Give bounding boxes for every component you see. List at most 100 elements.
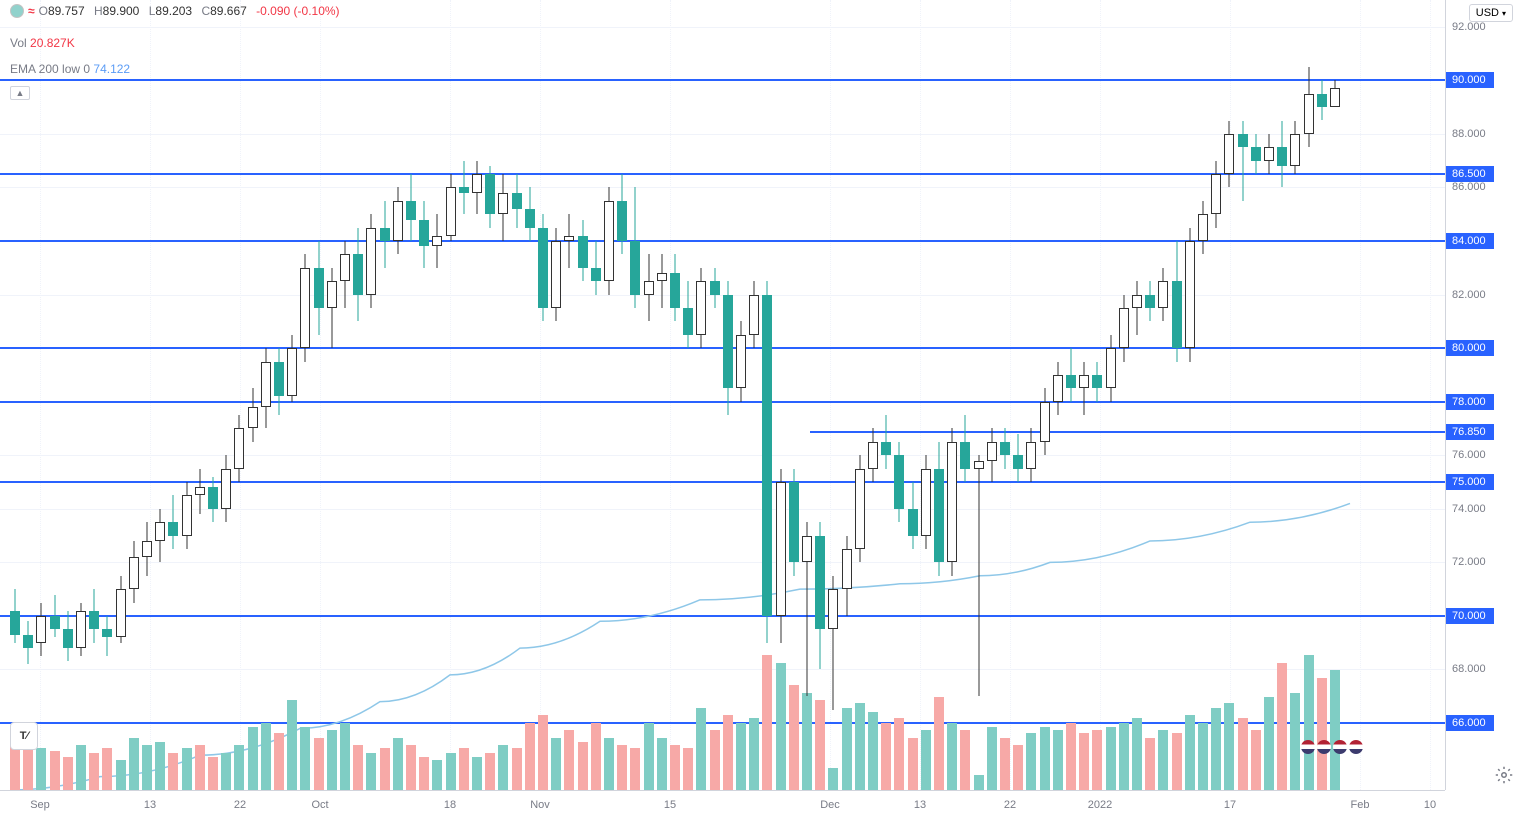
chart-area[interactable]: ≈ O89.757 H89.900 L89.203 C89.667 -0.090… (0, 0, 1445, 790)
price-label[interactable]: 66.000 (1446, 715, 1494, 731)
volume-bar[interactable] (657, 738, 667, 791)
tradingview-logo[interactable]: T⁄ (10, 722, 38, 750)
volume-bar[interactable] (1119, 723, 1129, 791)
price-label[interactable]: 78.000 (1446, 394, 1494, 410)
volume-bar[interactable] (1000, 738, 1010, 791)
volume-bar[interactable] (1198, 723, 1208, 791)
volume-bar[interactable] (234, 745, 244, 790)
price-label[interactable]: 76.850 (1446, 424, 1494, 440)
volume-bar[interactable] (617, 745, 627, 790)
volume-bar[interactable] (353, 745, 363, 790)
volume-bar[interactable] (1106, 727, 1116, 790)
volume-bar[interactable] (921, 730, 931, 790)
volume-bar[interactable] (828, 768, 838, 791)
volume-bar[interactable] (934, 697, 944, 790)
volume-bar[interactable] (76, 745, 86, 790)
volume-bar[interactable] (1277, 663, 1287, 791)
horizontal-line[interactable] (0, 481, 1445, 483)
volume-bar[interactable] (1317, 678, 1327, 791)
volume-bar[interactable] (815, 700, 825, 790)
volume-bar[interactable] (842, 708, 852, 791)
volume-bar[interactable] (776, 663, 786, 791)
volume-bar[interactable] (50, 751, 60, 790)
settings-icon[interactable] (1495, 766, 1513, 784)
volume-bar[interactable] (789, 685, 799, 790)
volume-bar[interactable] (142, 745, 152, 790)
volume-bar[interactable] (1145, 738, 1155, 791)
volume-bar[interactable] (248, 727, 258, 790)
volume-bar[interactable] (129, 738, 139, 791)
volume-bar[interactable] (1172, 733, 1182, 790)
ema-indicator[interactable]: EMA 200 low 0 74.122 (10, 62, 130, 76)
volume-bar[interactable] (1158, 730, 1168, 790)
volume-bar[interactable] (472, 757, 482, 790)
volume-bar[interactable] (538, 715, 548, 790)
volume-bar[interactable] (1290, 693, 1300, 791)
horizontal-line[interactable] (0, 401, 1445, 403)
collapse-button[interactable]: ▲ (10, 86, 30, 100)
volume-bar[interactable] (1304, 655, 1314, 790)
volume-bar[interactable] (300, 727, 310, 790)
volume-indicator[interactable]: Vol 20.827K (10, 36, 75, 50)
volume-bar[interactable] (1053, 730, 1063, 790)
volume-bar[interactable] (974, 775, 984, 790)
price-label[interactable]: 75.000 (1446, 474, 1494, 490)
volume-bar[interactable] (195, 745, 205, 790)
price-axis[interactable]: USD ▾ 66.00068.00070.00072.00074.00076.0… (1445, 0, 1521, 790)
volume-bar[interactable] (1040, 727, 1050, 790)
volume-bar[interactable] (168, 753, 178, 791)
volume-bar[interactable] (1132, 718, 1142, 790)
volume-bar[interactable] (380, 748, 390, 790)
price-label[interactable]: 86.500 (1446, 166, 1494, 182)
volume-bar[interactable] (314, 738, 324, 791)
volume-bar[interactable] (1026, 733, 1036, 790)
time-axis[interactable]: Sep1322Oct18Nov15Dec1322202217Feb10 (0, 790, 1445, 821)
volume-bar[interactable] (498, 745, 508, 790)
horizontal-line[interactable] (810, 431, 1445, 433)
currency-selector[interactable]: USD ▾ (1469, 4, 1513, 22)
volume-bar[interactable] (644, 723, 654, 791)
volume-bar[interactable] (762, 655, 772, 790)
volume-bar[interactable] (1092, 730, 1102, 790)
volume-bar[interactable] (155, 742, 165, 790)
volume-bar[interactable] (525, 723, 535, 791)
price-label[interactable]: 70.000 (1446, 608, 1494, 624)
horizontal-line[interactable] (0, 240, 1445, 242)
volume-bar[interactable] (1066, 723, 1076, 791)
volume-bar[interactable] (881, 723, 891, 791)
volume-bar[interactable] (287, 700, 297, 790)
volume-bar[interactable] (102, 748, 112, 790)
volume-bar[interactable] (459, 748, 469, 790)
volume-bar[interactable] (894, 718, 904, 790)
horizontal-line[interactable] (0, 79, 1445, 81)
volume-bar[interactable] (89, 753, 99, 791)
volume-bar[interactable] (591, 723, 601, 791)
volume-bar[interactable] (446, 753, 456, 791)
volume-bar[interactable] (710, 730, 720, 790)
price-label[interactable]: 84.000 (1446, 233, 1494, 249)
price-label[interactable]: 90.000 (1446, 72, 1494, 88)
volume-bar[interactable] (1251, 730, 1261, 790)
volume-bar[interactable] (960, 730, 970, 790)
volume-bar[interactable] (512, 748, 522, 790)
volume-bar[interactable] (221, 753, 231, 791)
volume-bar[interactable] (551, 738, 561, 791)
volume-bar[interactable] (419, 757, 429, 790)
volume-bar[interactable] (1330, 670, 1340, 790)
volume-bar[interactable] (261, 723, 271, 791)
volume-bar[interactable] (116, 760, 126, 790)
volume-bar[interactable] (1185, 715, 1195, 790)
volume-bar[interactable] (366, 753, 376, 791)
price-label[interactable]: 80.000 (1446, 340, 1494, 356)
volume-bar[interactable] (485, 753, 495, 791)
volume-bar[interactable] (604, 738, 614, 791)
volume-bar[interactable] (327, 730, 337, 790)
volume-bar[interactable] (1224, 703, 1234, 790)
volume-bar[interactable] (868, 712, 878, 790)
volume-bar[interactable] (578, 742, 588, 790)
volume-bar[interactable] (683, 748, 693, 790)
volume-bar[interactable] (406, 745, 416, 790)
volume-bar[interactable] (208, 757, 218, 790)
volume-bar[interactable] (670, 745, 680, 790)
volume-bar[interactable] (63, 757, 73, 790)
